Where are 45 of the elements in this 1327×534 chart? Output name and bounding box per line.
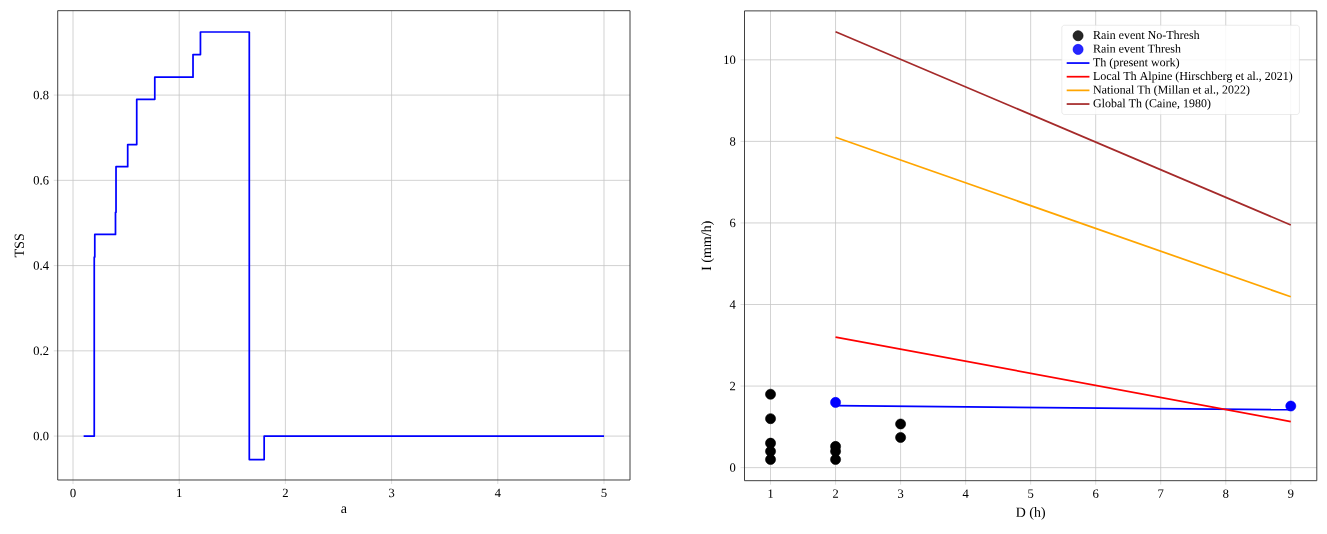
y-tick-label: 0	[729, 463, 736, 472]
x-tick-label: 1	[177, 488, 182, 498]
x-tick-label: 9	[1288, 489, 1294, 498]
y-tick-label: 8	[729, 137, 736, 146]
legend-label: Global Th (Caine, 1980)	[1093, 98, 1211, 110]
x-tick-label: 6	[1093, 489, 1099, 498]
y-tick-label: 0.8	[33, 90, 49, 100]
legend-label: National Th (Millan et al., 2022)	[1093, 85, 1250, 97]
point	[765, 413, 776, 425]
point	[830, 454, 841, 465]
x-tick-label: 1	[768, 489, 773, 498]
y-tick-label: 0.2	[33, 346, 49, 356]
y-axis-title: I (mm/h)	[701, 221, 714, 271]
y-tick-label: 2	[730, 381, 736, 391]
x-tick-label: 3	[389, 488, 395, 498]
y-tick-label: 0.6	[33, 176, 49, 185]
y-tick-label: 4	[729, 300, 736, 309]
point	[765, 388, 776, 400]
legend-label: Th (present work)	[1093, 57, 1180, 69]
x-tick-label: 4	[962, 489, 969, 498]
x-axis-title: a	[341, 506, 347, 514]
x-tick-label: 7	[1158, 489, 1164, 498]
point	[765, 454, 776, 465]
point	[895, 432, 906, 443]
legend-label: Rain event Thresh	[1093, 44, 1181, 53]
point	[895, 418, 906, 430]
x-tick-label: 3	[898, 489, 904, 498]
legend-label: Local Th Alpine (Hirschberg et al., 2021)	[1093, 71, 1293, 83]
legend-label: Rain event No-Thresh	[1093, 30, 1200, 40]
x-tick-label: 4	[494, 488, 501, 498]
y-axis-title: TSS	[14, 234, 25, 258]
x-tick-label: 0	[70, 488, 76, 498]
x-axis-title: D (h)	[1016, 507, 1045, 520]
y-tick-label: 0.0	[33, 431, 49, 441]
y-tick-label: 0.4	[33, 261, 49, 270]
x-tick-label: 5	[1028, 489, 1034, 498]
y-tick-label: 6	[730, 218, 736, 228]
point	[765, 437, 776, 449]
y-tick-label: 10	[724, 55, 736, 65]
point	[830, 397, 841, 408]
x-tick-label: 5	[601, 488, 607, 498]
x-tick-label: 2	[832, 489, 839, 498]
x-tick-label: 8	[1223, 489, 1229, 498]
point	[1285, 400, 1297, 412]
x-tick-label: 2	[282, 488, 288, 498]
